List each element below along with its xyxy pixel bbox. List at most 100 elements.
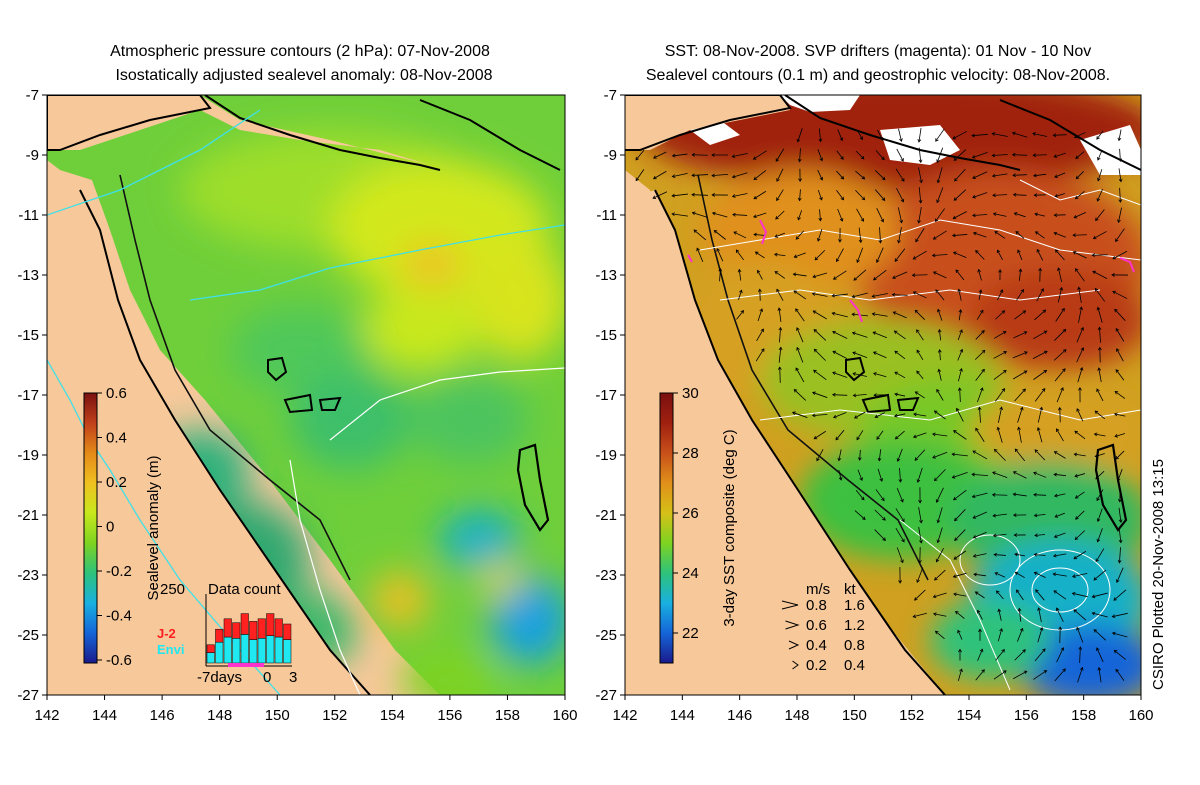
lat-tick-label: -23	[17, 567, 39, 584]
data-count-bar-envi	[233, 638, 241, 663]
velocity-vector	[993, 495, 1008, 496]
right-colorbar-tick-label: 22	[682, 625, 699, 642]
velocity-vector	[912, 275, 927, 276]
lon-tick-label: 152	[322, 707, 347, 724]
plot-credit: CSIRO Plotted 20-Nov-2008 13:15	[1150, 459, 1167, 690]
lon-tick-label: 150	[265, 707, 290, 724]
lon-tick-label: 158	[495, 707, 520, 724]
data-count-label: Data count	[208, 581, 281, 598]
lon-tick-label: 150	[842, 707, 867, 724]
velocity-legend-ms: 0.4	[806, 637, 827, 654]
right-colorbar-tick-label: 24	[682, 565, 699, 582]
right-colorbar-tick-label: 26	[682, 505, 699, 522]
data-count-bar-envi	[258, 638, 266, 663]
lat-tick-label: -23	[595, 567, 617, 584]
lat-tick-label: -25	[17, 627, 39, 644]
velocity-legend-kt: 0.8	[844, 637, 865, 654]
lat-tick-label: -9	[26, 147, 39, 164]
lat-tick-label: -21	[17, 507, 39, 524]
lat-tick-label: -17	[595, 387, 617, 404]
lon-tick-label: 152	[899, 707, 924, 724]
lon-tick-label: 160	[1128, 707, 1153, 724]
left-colorbar-tick-label: -0.6	[106, 652, 132, 669]
lon-tick-label: 154	[956, 707, 981, 724]
lat-tick-label: -11	[18, 207, 39, 224]
data-count-legend-envi: Envi	[157, 642, 184, 657]
lon-tick-label: 154	[380, 707, 405, 724]
data-count-xlabel-start: -7days	[197, 669, 242, 686]
left-colorbar-tick-label: -0.2	[106, 563, 132, 580]
velocity-legend-kt: 0.4	[844, 657, 865, 674]
data-count-legend-j2: J-2	[157, 626, 176, 641]
right-map-plot-area	[625, 70, 1160, 705]
left-colorbar-tick-label: 0.6	[106, 385, 127, 402]
right-map: SST: 08-Nov-2008. SVP drifters (magenta)…	[595, 43, 1167, 724]
data-count-bar-j2	[241, 614, 249, 635]
lon-tick-label: 142	[612, 707, 637, 724]
lat-tick-label: -19	[17, 447, 39, 464]
velocity-vector	[1033, 155, 1047, 156]
lon-tick-label: 142	[34, 707, 59, 724]
data-count-bar-j2	[284, 624, 292, 640]
lat-tick-label: -25	[595, 627, 617, 644]
right-map-title-line2: Sealevel contours (0.1 m) and geostrophi…	[646, 67, 1110, 84]
velocity-legend-ms: 0.8	[806, 597, 827, 614]
velocity-legend-kt: 1.2	[844, 617, 865, 634]
data-count-bar-j2	[250, 621, 258, 639]
right-colorbar-ramp	[660, 393, 673, 663]
lat-tick-label: -19	[595, 447, 617, 464]
lon-tick-label: 156	[1014, 707, 1039, 724]
right-map-lat-axis: -7-9-11-13-15-17-19-21-23-25-27	[595, 87, 625, 704]
data-count-bar-j2	[233, 623, 241, 639]
data-count-bar-j2	[258, 619, 266, 639]
right-map-lon-axis: 142 144 146 148 150 152 154 156 158 160	[612, 695, 1153, 724]
lat-tick-label: -15	[595, 327, 617, 344]
lon-tick-label: 158	[1071, 707, 1096, 724]
velocity-legend-kt: 1.6	[844, 597, 865, 614]
velocity-legend-ms: 0.6	[806, 617, 827, 634]
lat-tick-label: -27	[595, 687, 617, 704]
velocity-legend-header-kt: kt	[844, 581, 857, 598]
left-colorbar-tick-label: 0.2	[106, 474, 127, 491]
data-count-xlabel-zero: 0	[263, 669, 271, 686]
lat-tick-label: -27	[17, 687, 39, 704]
velocity-legend-ms: 0.2	[806, 657, 827, 674]
data-count-bar-j2	[267, 614, 275, 636]
velocity-vector	[692, 155, 708, 156]
lat-tick-label: -13	[595, 267, 617, 284]
right-colorbar-label: 3-day SST composite (deg C)	[721, 429, 738, 626]
data-count-bar-envi	[250, 640, 258, 663]
left-map-title-line2: Isostatically adjusted sealevel anomaly:…	[115, 67, 492, 84]
right-map-title-line1: SST: 08-Nov-2008. SVP drifters (magenta)…	[665, 43, 1092, 60]
lon-tick-label: 144	[670, 707, 695, 724]
lon-tick-label: 148	[207, 707, 232, 724]
lat-tick-label: -9	[604, 147, 617, 164]
lat-tick-label: -13	[17, 267, 39, 284]
lon-tick-label: 148	[784, 707, 809, 724]
data-count-bar-envi	[207, 653, 215, 663]
left-map: Atmospheric pressure contours (2 hPa): 0…	[17, 43, 577, 724]
lon-tick-label: 146	[727, 707, 752, 724]
lon-tick-label: 160	[552, 707, 577, 724]
data-count-xlabel-end: 3	[289, 669, 297, 686]
data-count-bar-j2	[275, 619, 283, 637]
data-count-ymax: 250	[160, 581, 185, 598]
left-colorbar-ramp	[84, 393, 97, 663]
data-count-bar-envi	[224, 637, 232, 663]
lat-tick-label: -7	[604, 87, 617, 104]
velocity-legend-header-ms: m/s	[806, 581, 830, 598]
lat-tick-label: -15	[17, 327, 39, 344]
data-count-bar-envi	[275, 637, 283, 663]
left-colorbar-tick-label: 0	[106, 519, 114, 536]
lat-tick-label: -21	[595, 507, 617, 524]
right-colorbar-tick-label: 30	[682, 385, 699, 402]
data-count-period-marker	[228, 663, 264, 667]
data-count-bar-envi	[241, 634, 249, 663]
lon-tick-label: 144	[92, 707, 117, 724]
velocity-vector	[780, 367, 781, 383]
data-count-bar-j2	[207, 645, 215, 653]
data-count-bar-envi	[216, 642, 224, 663]
